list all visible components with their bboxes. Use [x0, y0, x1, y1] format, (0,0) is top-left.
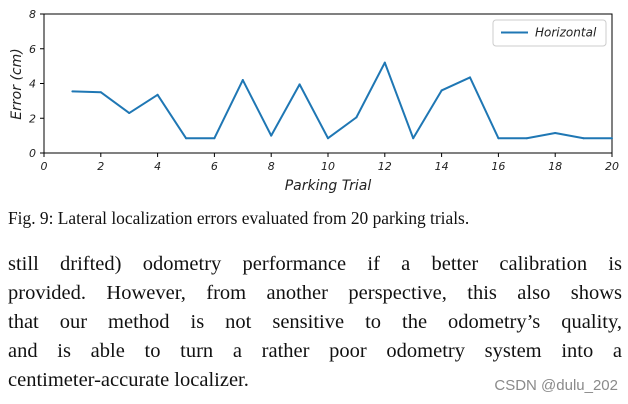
- data-point: [355, 116, 358, 119]
- data-point: [383, 61, 386, 64]
- x-tick-label: 18: [548, 160, 562, 173]
- data-point: [213, 137, 216, 140]
- y-tick-label: 2: [29, 112, 36, 125]
- x-axis-ticks: 0 2 4 6 8 10 12 14 16 18 20: [41, 153, 619, 173]
- data-point: [156, 93, 159, 96]
- x-tick-label: 16: [491, 160, 505, 173]
- x-tick-label: 12: [378, 160, 392, 173]
- data-point: [327, 137, 329, 140]
- data-point: [241, 79, 244, 82]
- legend: Horizontal: [492, 19, 607, 47]
- body-line: still drifted) odometry performance if a…: [8, 253, 622, 275]
- data-point: [440, 89, 443, 92]
- body-line: centimeter-accurate localizer.: [8, 369, 249, 391]
- data-point: [71, 90, 74, 93]
- data-point: [554, 132, 557, 135]
- y-tick-label: 6: [29, 43, 36, 56]
- data-point: [582, 137, 585, 140]
- x-tick-label: 4: [154, 160, 161, 173]
- x-tick-label: 0: [41, 160, 48, 173]
- data-point: [412, 137, 415, 140]
- series-layer: [71, 61, 613, 140]
- y-tick-label: 0: [29, 147, 36, 160]
- legend-box: [492, 19, 607, 47]
- body-line: that our method is not sensitive to the …: [8, 311, 622, 333]
- y-axis-label: Error (cm): [9, 48, 25, 119]
- x-tick-label: 6: [211, 160, 218, 173]
- watermark: CSDN @dulu_202: [494, 377, 618, 394]
- data-point: [497, 137, 500, 140]
- legend-label-horizontal: Horizontal: [535, 26, 597, 40]
- y-tick-label: 4: [29, 78, 36, 91]
- x-tick-label: 2: [97, 160, 104, 173]
- y-tick-label: 8: [29, 8, 36, 21]
- x-axis-label: Parking Trial: [285, 178, 372, 194]
- x-tick-label: 10: [321, 160, 335, 173]
- error-line-chart: 0 2 4 6 8 0 2 4 6 8 10 12 14 16 18 20 Parking Trial Er…: [9, 8, 619, 194]
- body-line: and is able to turn a rather poor odomet…: [8, 340, 622, 362]
- figure-caption: Fig. 9: Lateral localization errors eval…: [8, 208, 470, 228]
- data-point: [298, 83, 301, 86]
- data-point: [185, 137, 187, 140]
- data-point: [99, 91, 102, 94]
- body-paragraph: still drifted) odometry performance if a…: [8, 250, 622, 395]
- body-line: provided. However, from another perspect…: [8, 282, 622, 304]
- x-tick-label: 8: [268, 160, 275, 173]
- x-tick-label: 20: [605, 160, 619, 173]
- data-point: [469, 76, 471, 79]
- y-axis-ticks: 0 2 4 6 8: [29, 8, 44, 160]
- data-point: [128, 112, 131, 115]
- x-tick-label: 14: [435, 160, 449, 173]
- series-line-horizontal: [72, 61, 612, 140]
- data-point: [525, 137, 528, 140]
- data-point: [611, 137, 613, 140]
- data-point: [270, 134, 273, 137]
